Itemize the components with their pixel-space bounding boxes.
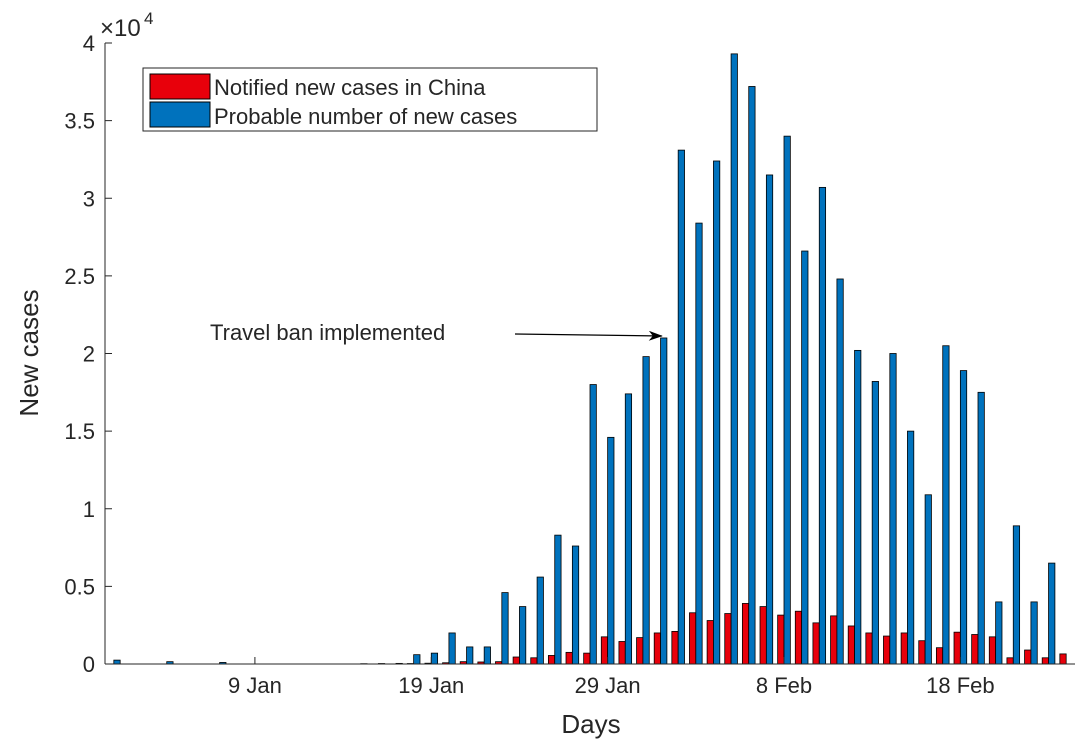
bar-notified (1025, 650, 1031, 664)
bar-notified (742, 603, 748, 664)
x-tick-label: 29 Jan (575, 673, 641, 698)
bar-notified (707, 621, 713, 664)
x-tick-label: 8 Feb (756, 673, 812, 698)
y-tick-label: 4 (83, 31, 95, 56)
bar-notified (848, 626, 854, 664)
bar-probable (696, 223, 702, 664)
y-tick-label: 0.5 (64, 574, 95, 599)
bar-notified (954, 632, 960, 664)
legend-label-probable: Probable number of new cases (214, 104, 517, 129)
bar-probable (996, 602, 1002, 664)
bar-probable (872, 381, 878, 664)
x-axis-label: Days (561, 709, 620, 739)
y-exponent-power: 4 (144, 9, 153, 28)
bar-probable (925, 495, 931, 664)
x-tick-label: 9 Jan (228, 673, 282, 698)
bar-probable (572, 546, 578, 664)
bar-probable (414, 655, 420, 664)
bar-probable (749, 86, 755, 664)
legend-label-notified: Notified new cases in China (214, 75, 486, 100)
bar-notified (725, 614, 731, 664)
bar-probable (802, 251, 808, 664)
legend-swatch-notified (150, 74, 210, 99)
bar-notified (795, 611, 801, 664)
bar-notified (601, 637, 607, 664)
bar-notified (866, 633, 872, 664)
annotation-arrow (515, 334, 662, 336)
bar-notified (1007, 658, 1013, 664)
bar-probable (943, 346, 949, 664)
bar-notified (584, 653, 590, 664)
bar-notified (619, 641, 625, 664)
bar-notified (654, 633, 660, 664)
bar-probable (502, 593, 508, 664)
bar-notified (531, 658, 537, 664)
bar-notified (831, 616, 837, 664)
y-axis-label: New cases (14, 289, 44, 416)
bar-probable (784, 136, 790, 664)
bar-probable (907, 431, 913, 664)
bar-probable (819, 187, 825, 664)
bar-notified (813, 623, 819, 664)
bar-probable (960, 371, 966, 664)
legend: Notified new cases in China Probable num… (143, 68, 597, 131)
bar-probable (114, 660, 120, 664)
bar-probable (855, 350, 861, 664)
bar-probable (1049, 563, 1055, 664)
bar-probable (978, 392, 984, 664)
bar-probable (625, 394, 631, 664)
bar-notified (689, 613, 695, 664)
bar-probable (1031, 602, 1037, 664)
bar-probable (766, 175, 772, 664)
bar-probable (661, 338, 667, 664)
y-tick-label: 0 (83, 652, 95, 677)
y-tick-label: 2 (83, 342, 95, 367)
bar-probable (731, 54, 737, 664)
bar-probable (678, 150, 684, 664)
bar-notified (901, 633, 907, 664)
bar-notified (672, 631, 678, 664)
bar-probable (890, 354, 896, 665)
bar-probable (590, 385, 596, 664)
x-tick-label: 18 Feb (926, 673, 995, 698)
bar-notified (989, 637, 995, 664)
y-tick-label: 3.5 (64, 109, 95, 134)
y-tick-label: 1 (83, 497, 95, 522)
bar-probable (484, 647, 490, 664)
bar-notified (778, 615, 784, 664)
annotation-text: Travel ban implemented (210, 320, 445, 345)
bar-probable (608, 437, 614, 664)
bar-probable (537, 577, 543, 664)
y-tick-label: 3 (83, 186, 95, 211)
bar-probable (1013, 526, 1019, 664)
bar-probable (643, 357, 649, 664)
bar-probable (519, 607, 525, 664)
bar-probable (431, 653, 437, 664)
bar-notified (919, 641, 925, 664)
y-exponent-label: ×10 (100, 15, 141, 42)
bar-notified (513, 657, 519, 664)
bar-notified (1060, 654, 1066, 664)
bar-probable (449, 633, 455, 664)
bar-probable (467, 647, 473, 664)
bar-probable (713, 161, 719, 664)
legend-swatch-probable (150, 102, 210, 127)
bar-probable (837, 279, 843, 664)
bar-notified (1042, 658, 1048, 664)
bar-notified (637, 638, 643, 664)
x-tick-label: 19 Jan (398, 673, 464, 698)
y-tick-label: 1.5 (64, 419, 95, 444)
bar-notified (760, 607, 766, 664)
bar-notified (972, 635, 978, 665)
bar-notified (548, 655, 554, 664)
bar-notified (566, 652, 572, 664)
bars-layer (114, 54, 1066, 664)
y-tick-label: 2.5 (64, 264, 95, 289)
bar-probable (555, 535, 561, 664)
bar-notified (883, 636, 889, 664)
bar-notified (936, 648, 942, 664)
